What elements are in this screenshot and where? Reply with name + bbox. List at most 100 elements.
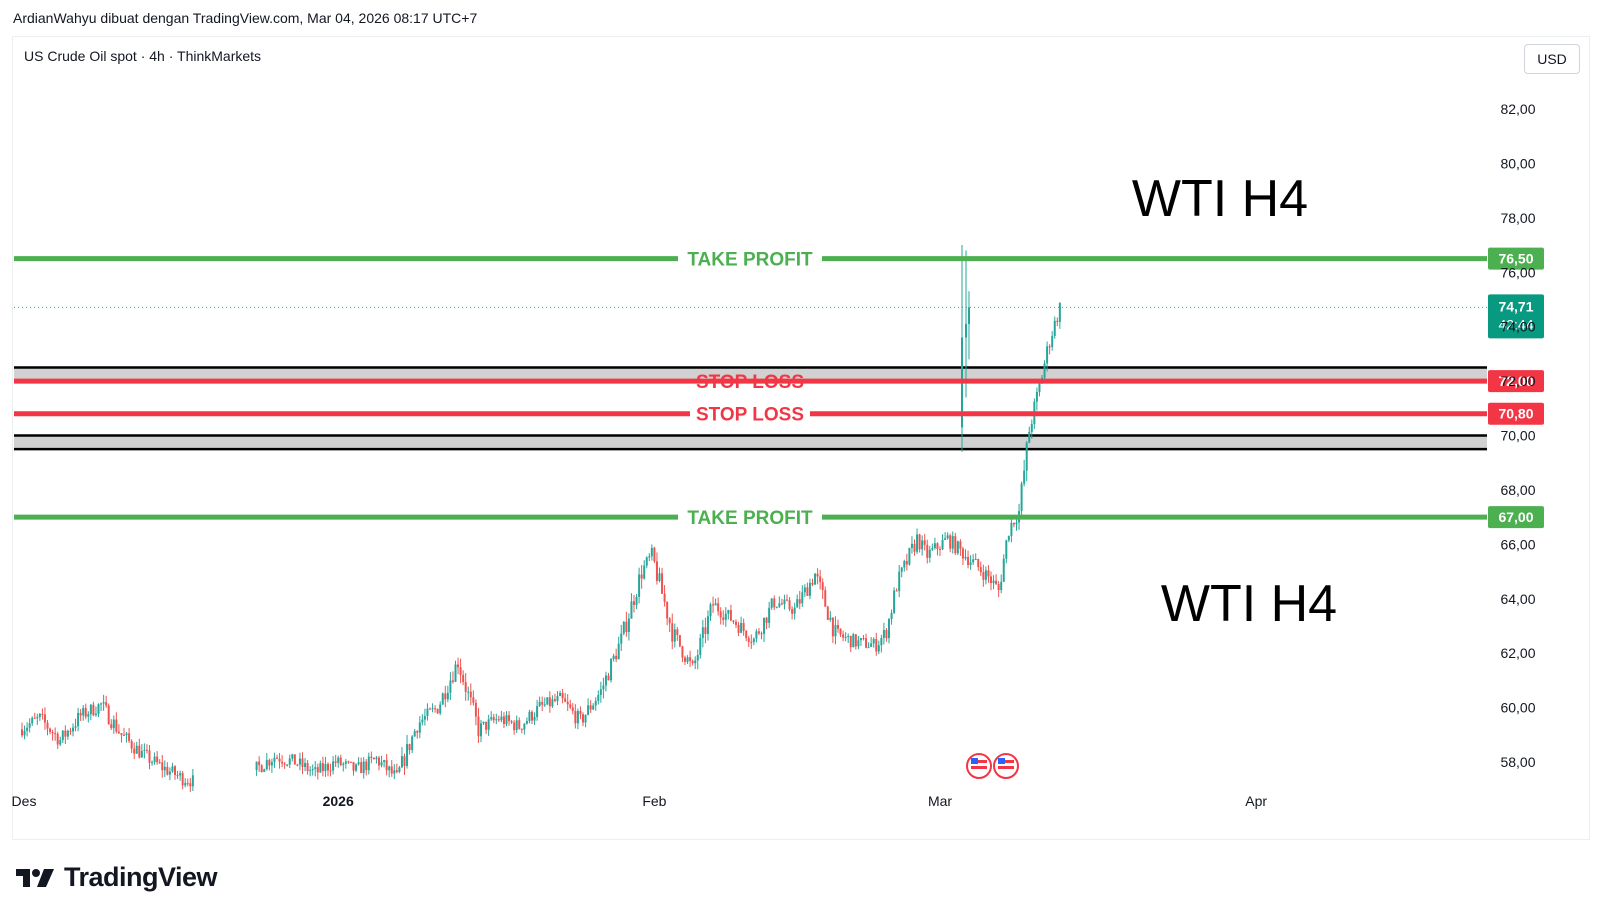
candle-body (724, 613, 727, 620)
y-tick-label: 68,00 (1500, 482, 1535, 498)
candle (321, 756, 324, 777)
candle (849, 635, 852, 653)
candle (592, 703, 595, 711)
candle (951, 531, 954, 554)
stop-loss-level[interactable]: STOP LOSS 70,80 (14, 402, 1544, 426)
candle (576, 708, 579, 730)
candle (467, 686, 470, 701)
candle-body (793, 607, 796, 614)
candle-body (556, 695, 559, 701)
candle (184, 778, 187, 788)
candle-body (316, 767, 319, 773)
candle (426, 703, 429, 721)
candle-body (824, 590, 827, 607)
candle (316, 763, 319, 780)
candle (921, 535, 924, 556)
candle (487, 714, 490, 737)
candle-body (546, 697, 549, 705)
candle-body (329, 770, 332, 772)
candle (449, 672, 452, 701)
candle (117, 724, 120, 735)
candle-body (755, 631, 758, 639)
candle-body (148, 750, 151, 763)
annotation-text[interactable]: WTI H4 (1132, 170, 1308, 228)
candle-body (324, 763, 327, 772)
candle (752, 637, 755, 646)
candle-body (441, 693, 444, 705)
candle-body (607, 675, 610, 681)
candle-body (847, 635, 850, 637)
y-tick-label: 78,00 (1500, 210, 1535, 226)
currency-button[interactable]: USD (1524, 44, 1580, 74)
annotation-text[interactable]: WTI H4 (1161, 575, 1337, 633)
candle-body (719, 611, 722, 618)
candle-body (773, 598, 776, 608)
candle (905, 553, 908, 571)
candle (133, 742, 136, 760)
candle (946, 532, 949, 540)
candle-body (349, 761, 352, 763)
stop-loss-level[interactable]: STOP LOSS 72,00 (14, 370, 1544, 393)
candle (788, 597, 791, 612)
candle (171, 762, 174, 773)
candle (954, 532, 957, 555)
candle-body (732, 620, 735, 622)
candle (706, 610, 709, 641)
candle (378, 755, 380, 771)
zone-rect (14, 435, 1487, 450)
candle-body (826, 606, 829, 620)
candle (413, 728, 416, 737)
candle (819, 569, 822, 590)
candle (941, 534, 944, 551)
candle-body (1025, 442, 1028, 471)
candle-body (615, 655, 618, 660)
candle-body (186, 783, 189, 785)
candle-body (1020, 483, 1023, 512)
candle-body (344, 761, 347, 764)
candle-body (41, 713, 44, 715)
candle-body (936, 543, 939, 549)
candle-body (457, 664, 460, 668)
candle-body (699, 637, 702, 656)
candle-body (431, 708, 434, 710)
y-tick-label: 66,00 (1500, 536, 1535, 552)
candle-body (984, 570, 987, 580)
candle-body (309, 770, 312, 772)
candle (548, 691, 551, 713)
candle (304, 758, 307, 772)
symbol-title[interactable]: US Crude Oil spot · 4h · ThinkMarkets (24, 48, 262, 64)
candle-body (54, 733, 57, 735)
candle (992, 575, 995, 590)
take-profit-level[interactable]: TAKE PROFIT 67,00 (14, 506, 1544, 529)
candle-body (995, 580, 998, 585)
candle (956, 540, 959, 556)
candle-body (926, 544, 929, 558)
candle (968, 291, 970, 360)
candle-body (1028, 431, 1031, 443)
candle-body (694, 660, 697, 664)
candle-body (671, 623, 674, 642)
candle-body (89, 704, 92, 715)
tradingview-logo[interactable]: TradingView (16, 862, 218, 893)
candle (824, 586, 827, 607)
candle-body (143, 749, 146, 751)
candle (561, 688, 564, 704)
candle (383, 759, 386, 768)
candle-body (429, 708, 431, 710)
candle (406, 734, 409, 769)
us-flag-event-icon[interactable] (966, 753, 992, 779)
candle (584, 714, 587, 728)
candle-body (745, 630, 748, 639)
us-flag-event-icon[interactable] (993, 753, 1019, 779)
take-profit-level[interactable]: TAKE PROFIT 76,50 (14, 247, 1544, 271)
candle-body (561, 692, 564, 699)
candle-body (538, 701, 541, 707)
candle (464, 673, 467, 701)
y-tick-label: 64,00 (1500, 591, 1535, 607)
candle (755, 628, 758, 643)
candle-body (566, 701, 569, 705)
candle (72, 723, 74, 737)
candle-body (260, 765, 263, 772)
candle (457, 657, 460, 675)
